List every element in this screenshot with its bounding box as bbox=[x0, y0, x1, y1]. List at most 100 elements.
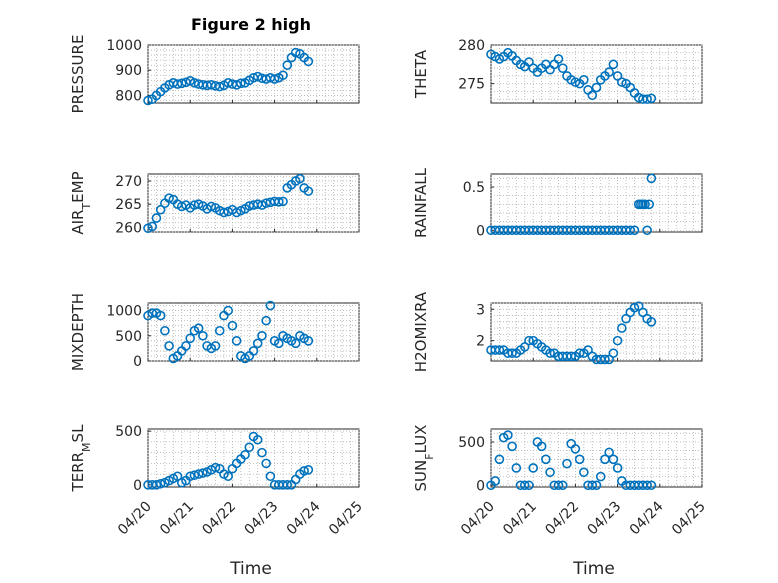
subplot-mixdepth: 0 500 1000 MIXDEPTH bbox=[69, 293, 360, 371]
subplot-rainfall: 0 0.5 RAINFALL bbox=[412, 167, 703, 239]
data-point bbox=[608, 59, 619, 70]
data-point bbox=[625, 225, 636, 236]
data-point bbox=[644, 199, 655, 210]
data-point bbox=[299, 466, 309, 476]
data-point bbox=[303, 336, 314, 346]
y-tick-label: 0 bbox=[133, 478, 142, 494]
y-tick-label: 500 bbox=[458, 435, 485, 451]
y-axis-label: RAINFALL bbox=[412, 167, 430, 238]
data-point bbox=[282, 480, 293, 490]
data-point bbox=[646, 480, 657, 491]
data-point bbox=[185, 333, 195, 344]
data-point bbox=[282, 60, 293, 70]
data-point bbox=[570, 77, 581, 87]
data-point bbox=[600, 354, 610, 365]
data-point bbox=[646, 173, 657, 184]
data-point bbox=[303, 186, 314, 196]
data-point bbox=[240, 449, 250, 460]
data-point bbox=[227, 320, 238, 331]
data-point bbox=[545, 467, 555, 478]
y-tick-label: 0.5 bbox=[463, 180, 485, 196]
data-point bbox=[503, 430, 513, 440]
data-point bbox=[541, 454, 551, 465]
plot-area bbox=[490, 173, 703, 233]
data-point bbox=[261, 198, 271, 209]
y-tick-label: 900 bbox=[115, 63, 142, 79]
data-point bbox=[198, 330, 208, 341]
y-tick-label: 800 bbox=[115, 88, 142, 104]
data-point bbox=[629, 302, 640, 313]
data-point bbox=[193, 469, 204, 479]
data-point bbox=[155, 478, 166, 489]
subplot-pressure: 800 900 1000 PRESSURE bbox=[69, 35, 360, 114]
y-tick-label: 260 bbox=[115, 220, 142, 236]
y-axis-label: AIRTEMP bbox=[69, 171, 93, 234]
data-point bbox=[252, 434, 263, 445]
data-point bbox=[295, 173, 305, 184]
data-point bbox=[210, 462, 221, 473]
y-tick-label: 265 bbox=[115, 197, 142, 213]
data-point bbox=[566, 351, 576, 362]
y-axis-label: PRESSURE bbox=[69, 35, 87, 114]
data-point bbox=[587, 480, 598, 491]
data-point bbox=[185, 471, 195, 482]
data-point bbox=[265, 471, 276, 482]
data-point bbox=[507, 441, 517, 452]
data-point bbox=[252, 338, 263, 349]
data-point bbox=[574, 348, 585, 358]
y-axis-label: MIXDEPTH bbox=[69, 293, 87, 371]
y-tick-label: 1000 bbox=[106, 304, 142, 320]
data-point bbox=[223, 471, 233, 482]
data-point bbox=[595, 471, 606, 482]
x-axis-label-left: Time bbox=[229, 559, 272, 579]
y-axis-label: SUNFLUX bbox=[412, 425, 436, 492]
data-point bbox=[524, 335, 534, 346]
data-point bbox=[176, 78, 187, 89]
data-point bbox=[261, 458, 271, 469]
data-point bbox=[570, 444, 581, 454]
y-tick-label: 0 bbox=[476, 478, 485, 494]
data-point bbox=[642, 480, 652, 491]
data-point bbox=[545, 348, 555, 358]
data-point bbox=[223, 78, 233, 88]
y-axis-label: THETA bbox=[412, 49, 430, 99]
data-point bbox=[591, 82, 602, 93]
y-tick-label: 500 bbox=[115, 329, 142, 345]
data-point bbox=[494, 454, 505, 465]
plot-area bbox=[147, 302, 360, 362]
subplot-air-temp: 260 265 270 AIRTEMP bbox=[69, 171, 360, 236]
data-point bbox=[160, 325, 170, 336]
data-point bbox=[151, 213, 162, 223]
data-point bbox=[591, 480, 602, 491]
data-point bbox=[193, 323, 204, 334]
data-point bbox=[642, 225, 652, 236]
data-point bbox=[303, 465, 314, 475]
x-axis-label-right: Time bbox=[572, 559, 615, 579]
data-point bbox=[214, 81, 225, 92]
data-point bbox=[265, 300, 276, 311]
data-point bbox=[278, 196, 288, 207]
data-point bbox=[303, 56, 314, 67]
data-point bbox=[189, 78, 200, 88]
data-point bbox=[143, 95, 153, 106]
data-point bbox=[206, 201, 217, 212]
subplot-theta: 275 280 THETA bbox=[412, 38, 703, 104]
data-point bbox=[231, 80, 242, 90]
data-point bbox=[219, 207, 229, 218]
data-point bbox=[536, 441, 547, 452]
y-tick-label: 270 bbox=[115, 174, 142, 190]
data-point bbox=[604, 447, 614, 458]
data-point bbox=[261, 315, 271, 326]
y-tick-label: 0 bbox=[133, 354, 142, 370]
data-point bbox=[646, 317, 657, 327]
data-point bbox=[557, 480, 568, 491]
data-point bbox=[274, 197, 284, 207]
data-point bbox=[519, 480, 530, 491]
data-point bbox=[612, 463, 623, 473]
y-axis-label: H2OMIXRA bbox=[412, 291, 430, 372]
data-point bbox=[210, 341, 221, 351]
data-point bbox=[147, 308, 158, 318]
data-point bbox=[511, 463, 522, 473]
y-tick-label: 2 bbox=[476, 334, 485, 350]
subplot-h2omixra: 2 3 H2OMIXRA bbox=[412, 291, 703, 372]
